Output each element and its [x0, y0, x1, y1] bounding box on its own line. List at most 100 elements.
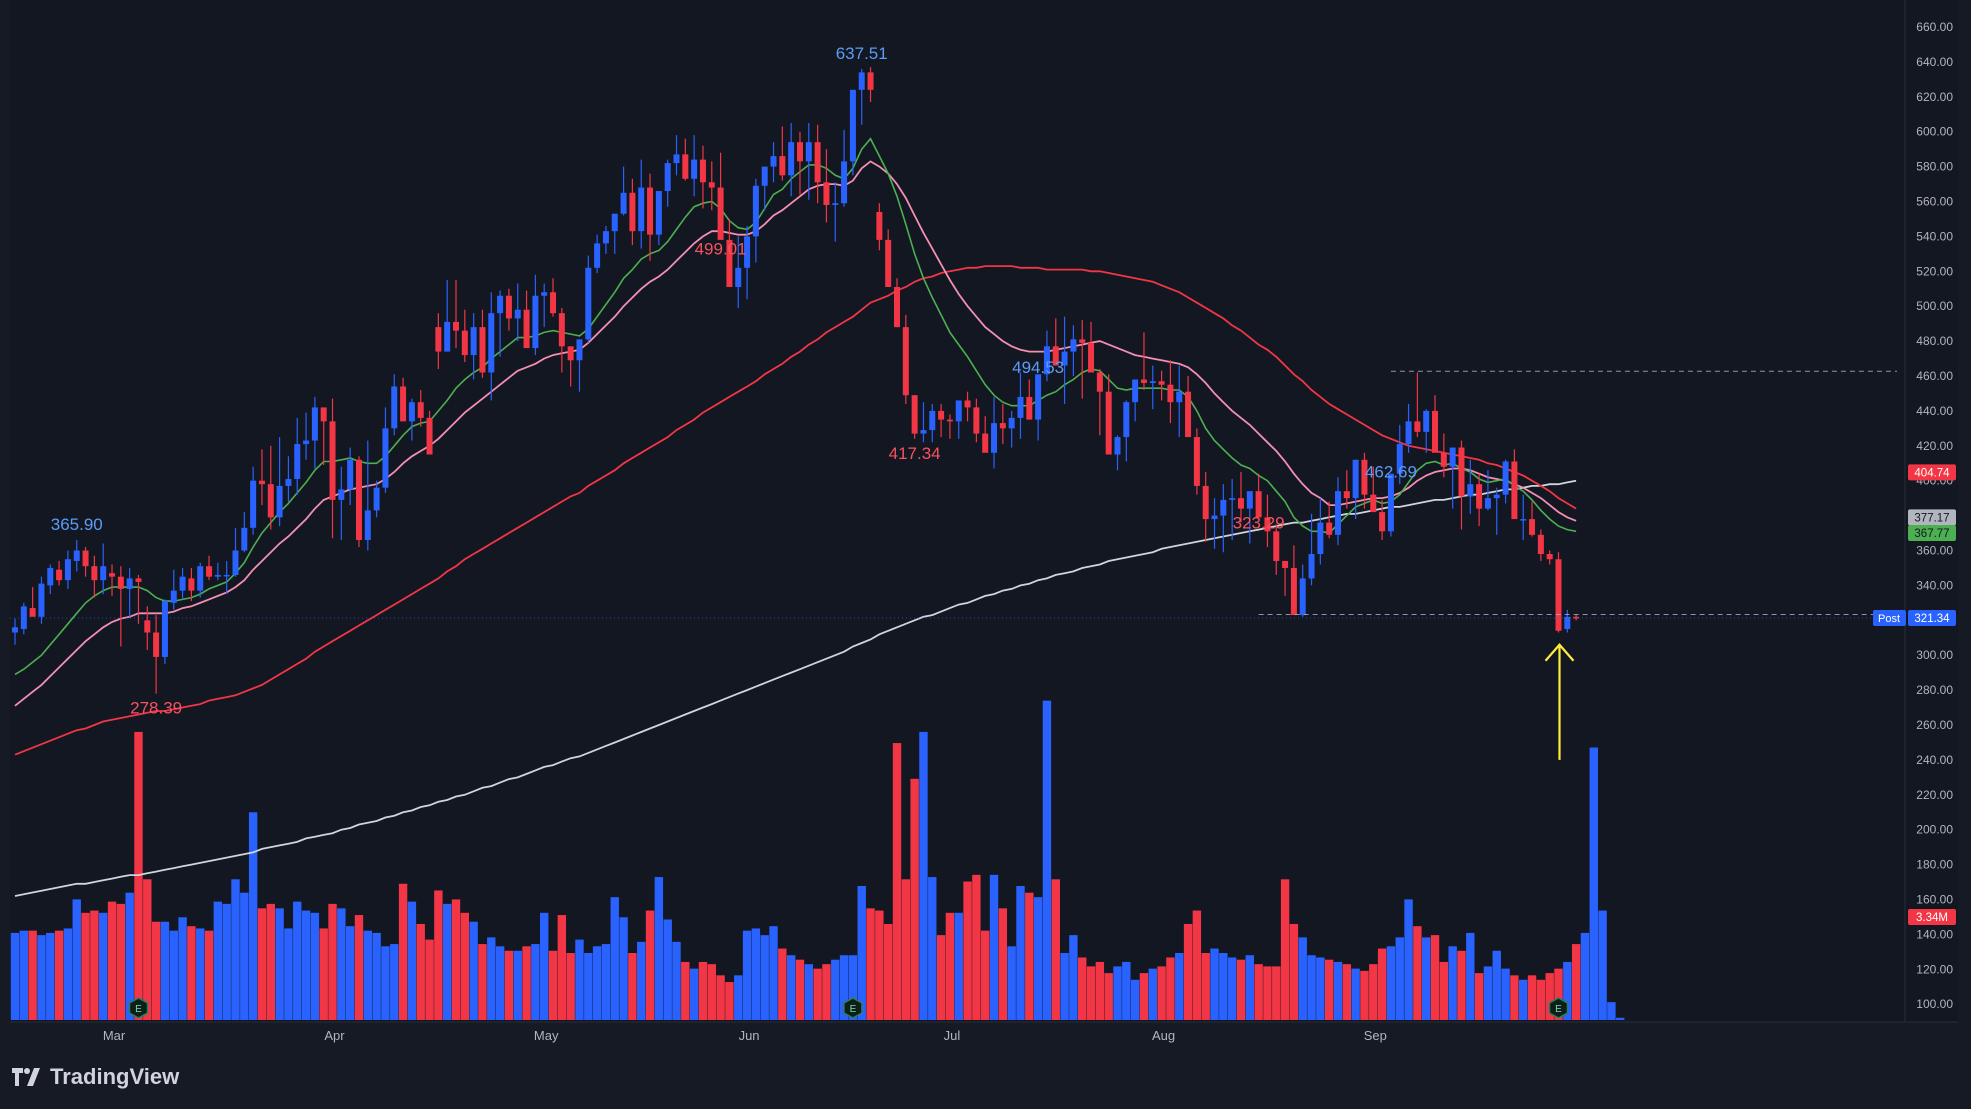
price-tick-label: 140.00: [1916, 927, 1953, 941]
price-extreme-label: 365.90: [51, 515, 103, 534]
volume-bar: [945, 912, 955, 1020]
candle: [532, 274, 539, 356]
volume-bar: [742, 930, 752, 1020]
tradingview-brand[interactable]: TradingView: [12, 1064, 179, 1090]
candle: [885, 229, 892, 288]
volume-bar: [151, 921, 161, 1020]
candle-body: [885, 239, 892, 288]
candle: [752, 178, 759, 263]
volume-bar: [19, 930, 29, 1020]
candle-body: [1308, 553, 1315, 579]
candle: [1202, 471, 1209, 542]
candle: [303, 412, 310, 460]
candle-body: [1361, 459, 1368, 495]
candle-body: [1035, 374, 1042, 420]
volume-bar: [1227, 957, 1237, 1020]
candle: [47, 564, 54, 595]
candle-body: [1088, 342, 1095, 373]
ma-200-line: [14, 479, 1577, 897]
candle-body: [1096, 372, 1103, 392]
candle: [655, 191, 662, 246]
candle: [100, 543, 107, 595]
price-tick-label: 640.00: [1916, 55, 1953, 69]
candle: [673, 135, 680, 176]
volume-bar: [1042, 700, 1052, 1020]
price-tick-label: 120.00: [1916, 962, 1953, 976]
candle: [320, 407, 327, 465]
volume-bar: [681, 961, 690, 1020]
volume-bar: [1175, 953, 1184, 1020]
volume-bar: [54, 930, 64, 1020]
candle: [1493, 487, 1500, 535]
candle: [735, 236, 742, 308]
candle: [1335, 477, 1341, 546]
candle: [285, 456, 292, 502]
volume-bar: [257, 908, 267, 1020]
candle: [1370, 466, 1377, 513]
price-tick-label: 480.00: [1916, 334, 1953, 348]
candle-body: [20, 606, 27, 630]
candle-body: [1185, 391, 1192, 438]
volume-bar: [1580, 932, 1590, 1020]
price-tick-label: 280.00: [1916, 683, 1953, 697]
candle: [488, 292, 495, 401]
price-tick-label: 440.00: [1916, 404, 1953, 418]
volume-bar: [548, 950, 558, 1020]
volume-bar: [1139, 973, 1149, 1020]
volume-bar: [204, 930, 214, 1020]
volume-bar: [72, 899, 81, 1020]
price-tag-box: [1908, 609, 1956, 626]
candle: [38, 576, 45, 624]
candle: [1149, 365, 1156, 410]
volume-bar: [1219, 953, 1228, 1020]
candle: [1326, 501, 1333, 539]
volume-bar: [1069, 935, 1078, 1020]
candle: [894, 278, 900, 328]
volume-bar: [1157, 966, 1166, 1020]
volume-bar: [28, 930, 37, 1020]
candle-body: [973, 407, 980, 434]
volume-bar: [354, 915, 364, 1020]
volume-bar: [407, 901, 417, 1020]
candle-body: [726, 239, 733, 288]
brand-name: TradingView: [50, 1064, 180, 1089]
candle-body: [1070, 339, 1077, 352]
price-tick-label: 620.00: [1916, 90, 1953, 104]
volume-bar: [725, 982, 734, 1020]
candle: [1043, 330, 1050, 382]
candle: [1282, 560, 1289, 596]
candle: [999, 403, 1006, 445]
candle-body: [364, 510, 371, 541]
volume-bar: [495, 946, 505, 1020]
candle: [444, 280, 451, 352]
candle: [64, 550, 71, 589]
candle-body: [823, 182, 830, 205]
volume-bar: [531, 944, 540, 1020]
up-arrow-icon: [1544, 643, 1575, 760]
candle: [1520, 494, 1527, 541]
volume-bar: [328, 903, 337, 1020]
candle-body: [117, 576, 124, 589]
volume-bar: [1060, 953, 1069, 1020]
candle: [523, 290, 530, 349]
candle: [1423, 409, 1430, 453]
candle-body: [320, 407, 327, 422]
ma-fast-line: [14, 137, 1577, 676]
candle-body: [867, 72, 874, 90]
price-chart[interactable]: 100.00 120.00 140.00 160.00 180.00 200.00 220.…: [0, 0, 1971, 1045]
candle: [1529, 501, 1536, 537]
volume-bar: [213, 901, 223, 1020]
candle-body: [1511, 461, 1518, 520]
candle-body: [647, 187, 654, 235]
volume-bar: [363, 930, 372, 1020]
volume-bar: [143, 879, 152, 1020]
candle-body: [1440, 452, 1447, 467]
volume-bar: [37, 935, 46, 1020]
candle-body: [594, 243, 601, 268]
volume-bar: [293, 901, 302, 1020]
candle-body: [1282, 560, 1289, 568]
price-tag-text: 404.74: [1914, 467, 1950, 479]
candle-body: [1317, 522, 1324, 554]
volume-bar: [1430, 935, 1440, 1020]
candle-body: [56, 569, 63, 581]
